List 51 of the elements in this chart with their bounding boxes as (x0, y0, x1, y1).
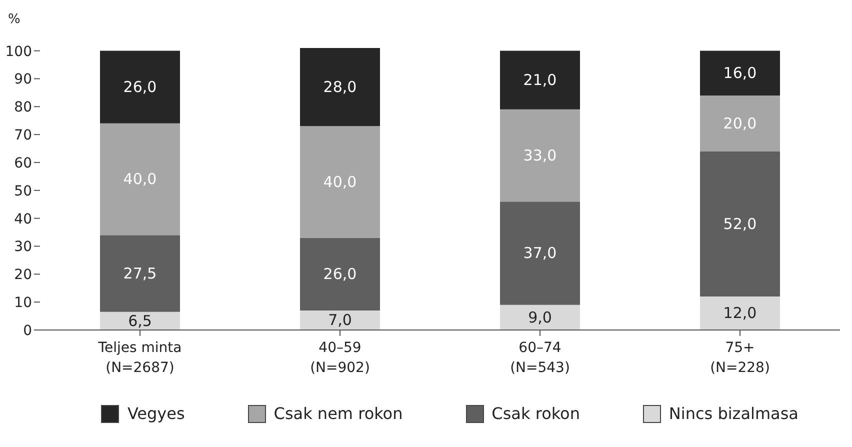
data-label: 16,0 (723, 64, 757, 82)
legend-label: Csak rokon (492, 404, 580, 423)
y-tick-label: 20 (14, 267, 32, 284)
y-tick-label: 70 (14, 128, 32, 144)
bar (500, 202, 580, 305)
x-tick-label: 60–74 (N=543) (510, 340, 570, 376)
data-label: 37,0 (523, 244, 557, 262)
legend-label: Nincs bizalmasa (668, 404, 798, 423)
y-tick-label: 30 (14, 239, 32, 256)
bar (300, 48, 380, 126)
bar (700, 296, 780, 330)
data-label: 12,0 (723, 304, 757, 322)
bar (700, 151, 780, 296)
bar (100, 235, 180, 312)
y-tick-label: 0 (23, 322, 32, 339)
bar (500, 109, 580, 202)
bar (100, 123, 180, 236)
y-tick-label: 50 (14, 183, 32, 200)
data-label: 40,0 (323, 173, 357, 192)
y-axis-title: % (8, 12, 20, 27)
data-label: 7,0 (328, 311, 352, 330)
y-tick-label: 40 (14, 211, 32, 228)
bar (700, 95, 780, 152)
legend-label: Vegyes (127, 404, 185, 423)
data-label: 20,0 (723, 114, 757, 132)
y-tick-label: 90 (14, 72, 32, 88)
data-label: 6,5 (128, 312, 152, 330)
x-tick-label: 75+ (N=228) (710, 340, 770, 376)
data-label: 33,0 (523, 146, 557, 164)
y-tick-label: 10 (14, 295, 32, 312)
data-label: 52,0 (723, 214, 757, 233)
bar (300, 310, 380, 330)
data-label: 27,5 (123, 264, 157, 282)
bar (300, 238, 380, 310)
y-tick-label: 80 (14, 100, 32, 116)
data-label: 9,0 (528, 308, 552, 326)
x-tick-label: 40–59 (N=902) (310, 340, 370, 376)
x-tick-label: Teljes minta (N=2687) (97, 340, 182, 376)
data-label: 26,0 (323, 265, 357, 284)
data-label: 40,0 (123, 170, 157, 188)
data-label: 26,0 (123, 78, 157, 96)
bar (500, 50, 580, 110)
bar (100, 50, 180, 124)
y-tick-label: 60 (14, 155, 32, 172)
legend-label: Csak nem rokon (274, 404, 403, 423)
bar (700, 50, 780, 96)
y-tick-label: 100 (5, 44, 32, 60)
data-label: 21,0 (523, 71, 557, 90)
bar (500, 304, 580, 330)
data-label: 28,0 (323, 78, 357, 96)
bar (300, 126, 380, 238)
